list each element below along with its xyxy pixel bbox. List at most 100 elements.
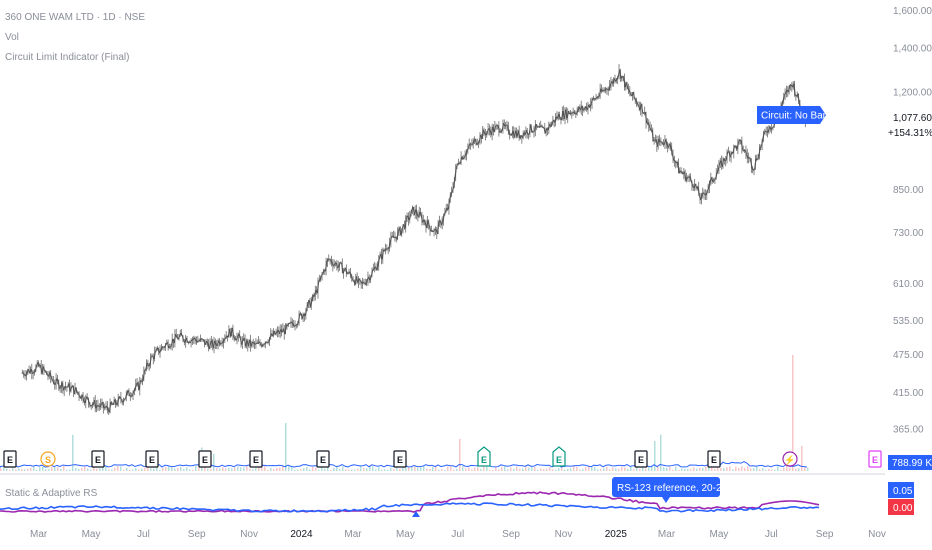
circuit-label[interactable]: Circuit: No Band [757,106,834,124]
rs-pane-legend[interactable]: Static & Adaptive RS [5,488,98,499]
candle-body [427,220,430,227]
candle-body [711,177,714,182]
candle-body [432,229,436,233]
volume-bar [669,466,671,471]
volume-legend[interactable]: Vol [5,32,19,43]
volume-bar [231,468,233,471]
candle-body [304,310,308,317]
dividend-event-marker[interactable]: S [40,451,56,467]
volume-bar [483,466,485,471]
time-tick-label: May [82,529,101,540]
candle-body [793,83,796,96]
earnings-event-marker[interactable]: E [477,446,491,467]
earnings-event-marker[interactable]: E [552,446,566,467]
volume-bar [87,468,89,471]
price-tick-label: 1,600.00 [893,6,932,17]
volume-bar [57,466,59,471]
candle-body [41,366,44,374]
event-letter: E [397,455,403,465]
earnings-event-marker[interactable]: E [3,450,17,468]
candle-body [576,109,579,115]
event-letter: E [202,455,208,465]
volume-bar [153,468,155,471]
volume-bar [291,467,293,471]
volume-bar [225,468,227,471]
candle-body [235,336,239,341]
candle-body [357,278,360,283]
volume-bar [477,467,479,471]
volume-bar [468,467,470,471]
candle-body [350,275,353,280]
candle-body [703,192,706,195]
candle-body [750,159,753,169]
volume-bar [771,469,773,471]
candle-body [168,346,171,349]
candle-body [642,112,645,115]
indicator-legend[interactable]: Circuit Limit Indicator (Final) [5,52,130,63]
volume-bar [672,469,674,471]
candle-body [586,104,590,110]
candle-body [233,336,236,340]
volume-bar [618,468,620,471]
event-letter: E [711,455,717,465]
volume-bar [636,467,638,471]
volume-bar [171,466,173,471]
candle-body [110,401,113,405]
earnings-event-marker[interactable]: E [393,450,407,468]
volume-bar [567,468,569,471]
volume-bar [660,434,662,471]
volume-bar [396,467,398,471]
candle-body [651,129,654,142]
volume-bar [516,466,518,471]
candle-body [269,333,272,338]
candle-body [91,403,94,406]
candle-body [431,230,434,233]
candle-body [157,347,160,354]
volume-bar [693,467,695,471]
volume-bar [111,469,113,471]
volume-bar [792,355,794,471]
volume-bar [603,468,605,471]
candle-body [50,378,54,381]
earnings-event-marker[interactable]: E [707,450,721,468]
candle-body [481,129,484,140]
earnings-event-marker[interactable]: E [198,450,212,468]
earnings-event-marker[interactable]: E [249,450,263,468]
candle-body [358,278,361,282]
volume-bar [465,468,467,471]
candle-body [272,331,275,337]
candle-body [677,161,680,174]
volume-bar [723,467,725,471]
volume-bar [729,466,731,471]
volume-bar [684,468,686,471]
candle-body [550,122,553,127]
candle-body [725,151,729,160]
earnings-event-marker[interactable]: E [868,450,882,468]
symbol-title[interactable]: 360 ONE WAM LTD · 1D · NSE [5,12,146,23]
earnings-event-marker[interactable]: E [91,450,105,468]
candle-body [566,110,569,119]
earnings-event-marker[interactable]: E [316,450,330,468]
split-event-marker[interactable]: ⚡ [782,451,798,467]
candle-body [721,158,725,168]
candle-body [214,340,217,345]
candle-body [279,329,282,335]
candle-body [175,333,178,338]
rs-reference-label[interactable]: RS-123 reference, 20-2-2025 [612,477,748,503]
volume-bar [432,466,434,471]
candle-body [765,130,768,133]
candle-body [423,219,426,224]
volume-bar [588,466,590,471]
earnings-event-marker[interactable]: E [145,450,159,468]
earnings-event-marker[interactable]: E [634,450,648,468]
rs-negative-badge: 0.00 [888,499,914,515]
candle-body [134,384,137,390]
volume-bar [402,466,404,471]
candle-body [661,141,664,145]
volume-bar [63,466,65,471]
candle-body [73,387,77,395]
candle-body [508,133,511,136]
candle-body [770,127,773,130]
time-tick-label: Jul [451,529,464,540]
